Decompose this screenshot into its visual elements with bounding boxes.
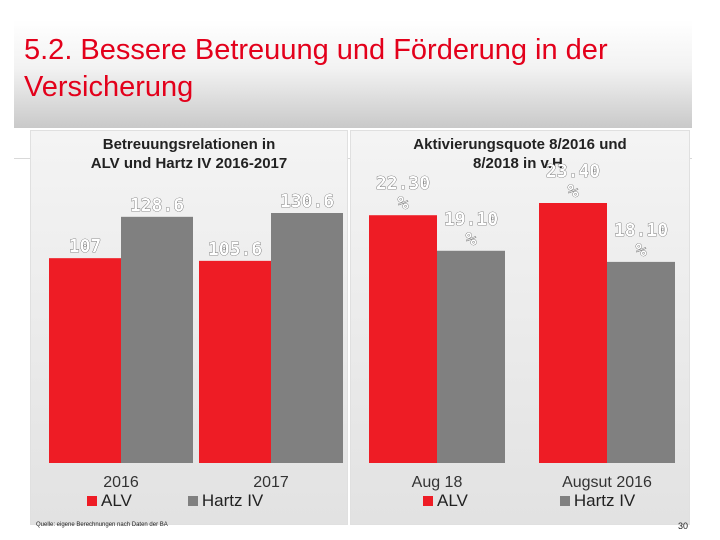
data-label-hartz-iv-0: 19.10% [444,209,498,250]
data-label-alv-0: 107 [69,236,102,257]
legend-label-alv: ALV [101,491,132,510]
title-bar: 5.2. Bessere Betreuung und Förderung in … [14,20,692,128]
bar-alv-0 [49,258,121,463]
legend-swatch-alv [423,496,433,506]
legend-swatch-hartz [559,496,570,506]
page-number: 30 [678,521,689,531]
category-label-0: Aug 18 [412,474,463,491]
bar-alv-1 [199,260,271,463]
data-label-alv-0: 22.30% [376,173,430,214]
legend-betreuung: ALV Hartz IV [87,491,263,511]
chart-betreuungsrelationen: 107 128.6 2016 105.6 130.6 2017 [49,191,343,491]
legend-label-hartz: Hartz IV [573,491,636,510]
source-note: Quelle: eigene Berechnungen nach Daten d… [36,522,168,528]
legend-label-alv: ALV [437,491,468,510]
data-label-alv-1: 23.40% [546,161,600,202]
category-label-0: 2016 [103,474,139,491]
bar-hartz-iv-0 [121,216,193,463]
bar-hartz-iv-0 [437,250,505,463]
slide-title: 5.2. Bessere Betreuung und Förderung in … [24,34,608,103]
chart-title-betreuung: Betreuungsrelationen in ALV und Hartz IV… [90,136,288,172]
bar-alv-0 [369,215,437,463]
chart-title-aktivierung: Aktivierungsquote 8/2016 und 8/2018 in v… [413,136,627,172]
bar-alv-1 [539,203,607,463]
legend-swatch-hartz [187,496,198,506]
legend-label-hartz: Hartz IV [201,491,264,510]
category-label-1: Augsut 2016 [562,474,652,491]
data-label-hartz-iv-0: 128.6 [130,195,184,216]
bar-hartz-iv-1 [607,261,675,463]
data-label-alv-1: 105.6 [208,239,262,260]
bar-hartz-iv-1 [271,212,343,463]
chart-panel-aktivierung: Aktivierungsquote 8/2016 und 8/2018 in v… [350,130,690,525]
legend-aktivierung: ALV Hartz IV [423,491,635,511]
data-label-hartz-iv-1: 18.10% [614,220,668,261]
legend-swatch-alv [87,496,97,506]
category-label-1: 2017 [253,474,289,491]
chart-panel-betreuung: Betreuungsrelationen in ALV und Hartz IV… [30,130,348,525]
chart-aktivierungsquote: 22.30 % 19.10 % Aug 18 23.40 % 18.10 % Augsut 201… [369,161,675,491]
data-label-hartz-iv-1: 130.6 [280,191,334,212]
